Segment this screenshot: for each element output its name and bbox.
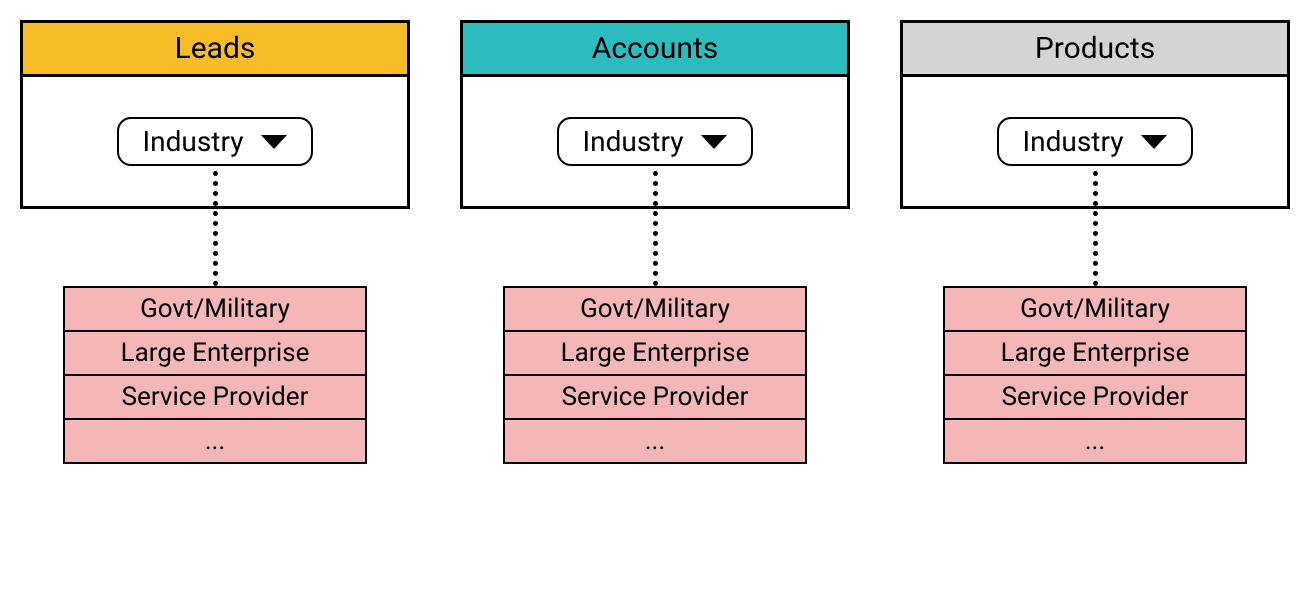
options-list-accounts: Govt/MilitaryLarge EnterpriseService Pro… [503, 286, 807, 464]
dropdown-label: Industry [1023, 125, 1124, 158]
option-row[interactable]: Govt/Military [945, 288, 1245, 332]
option-row[interactable]: Govt/Military [65, 288, 365, 332]
column-products: Products Industry Govt/MilitaryLarge Enter… [900, 20, 1290, 464]
option-row[interactable]: Service Provider [505, 376, 805, 420]
option-row[interactable]: ... [65, 420, 365, 462]
option-row[interactable]: Large Enterprise [945, 332, 1245, 376]
option-row[interactable]: Service Provider [945, 376, 1245, 420]
chevron-down-icon [261, 125, 287, 158]
connector [1093, 171, 1098, 286]
connector [653, 171, 658, 286]
option-row[interactable]: Govt/Military [505, 288, 805, 332]
connector [213, 171, 218, 286]
options-list-products: Govt/MilitaryLarge EnterpriseService Pro… [943, 286, 1247, 464]
entity-header-leads: Leads [23, 23, 407, 77]
option-row[interactable]: Large Enterprise [505, 332, 805, 376]
dropdown-accounts[interactable]: Industry [557, 117, 754, 166]
entity-picklist-diagram: LeadsIndustryGovt/MilitaryLarge Enterpri… [20, 20, 1290, 464]
option-row[interactable]: Service Provider [65, 376, 365, 420]
dropdown-products[interactable]: Industry [997, 117, 1194, 166]
option-row[interactable]: Large Enterprise [65, 332, 365, 376]
option-row[interactable]: ... [505, 420, 805, 462]
dropdown-label: Industry [143, 125, 244, 158]
entity-header-products: Products [903, 23, 1287, 77]
dropdown-leads[interactable]: Industry [117, 117, 314, 166]
chevron-down-icon [701, 125, 727, 158]
entity-header-accounts: Accounts [463, 23, 847, 77]
option-row[interactable]: ... [945, 420, 1245, 462]
column-accounts: Accounts Industry Govt/MilitaryLarge Enter… [460, 20, 850, 464]
dropdown-label: Industry [583, 125, 684, 158]
column-leads: Leads Industry Govt/MilitaryLarge Enterpri… [20, 20, 410, 464]
options-list-leads: Govt/MilitaryLarge EnterpriseService Pro… [63, 286, 367, 464]
chevron-down-icon [1141, 125, 1167, 158]
